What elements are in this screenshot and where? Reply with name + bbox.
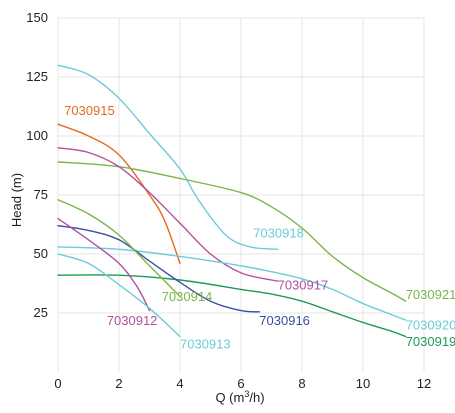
x-tick-label: 0 bbox=[54, 376, 61, 391]
series-label-7030913: 7030913 bbox=[180, 336, 231, 351]
series-label-7030915: 7030915 bbox=[64, 103, 115, 118]
x-tick-label: 4 bbox=[176, 376, 183, 391]
series-line-7030915 bbox=[57, 123, 181, 265]
series-label-7030921: 7030921 bbox=[406, 287, 455, 302]
y-tick-labels: 25 50 75 100 125 150 bbox=[26, 10, 48, 320]
series-line-7030918 bbox=[57, 64, 279, 250]
series-label-7030918: 7030918 bbox=[253, 225, 304, 240]
series-line-7030912 bbox=[57, 217, 151, 312]
series-label-7030920: 7030920 bbox=[406, 318, 455, 333]
y-tick-label: 25 bbox=[34, 305, 48, 320]
y-tick-label: 75 bbox=[34, 187, 48, 202]
x-axis-title: Q (m3/h) bbox=[215, 389, 264, 405]
x-tick-label: 8 bbox=[298, 376, 305, 391]
x-axis-title-main: Q (m bbox=[215, 390, 244, 405]
x-tick-label: 10 bbox=[356, 376, 370, 391]
x-tick-label: 6 bbox=[237, 376, 244, 391]
series-label-7030919: 7030919 bbox=[406, 334, 455, 349]
series-line-7030921 bbox=[57, 161, 407, 302]
x-axis-title-sup: 3 bbox=[244, 389, 249, 399]
grid bbox=[57, 17, 425, 372]
y-tick-label: 125 bbox=[26, 69, 48, 84]
series-line-7030919 bbox=[57, 274, 407, 338]
x-tick-label: 12 bbox=[417, 376, 431, 391]
y-axis-title: Head (m) bbox=[9, 173, 24, 227]
y-tick-label: 50 bbox=[34, 246, 48, 261]
series-label-7030912: 7030912 bbox=[107, 313, 158, 328]
series-label-7030914: 7030914 bbox=[162, 289, 213, 304]
series-label-7030916: 7030916 bbox=[259, 313, 310, 328]
y-tick-label: 100 bbox=[26, 128, 48, 143]
series-line-7030914 bbox=[57, 199, 181, 298]
series-line-7030920 bbox=[57, 246, 407, 321]
x-axis-title-tail: /h) bbox=[249, 390, 264, 405]
series-line-7030913 bbox=[57, 253, 181, 338]
y-tick-label: 150 bbox=[26, 10, 48, 25]
series-lines bbox=[57, 64, 407, 338]
x-tick-labels: 0 2 4 6 8 10 12 bbox=[54, 376, 431, 391]
series-label-7030917: 7030917 bbox=[278, 277, 329, 292]
series-labels: 7030915703091870309217030917703092070309… bbox=[64, 103, 455, 352]
series-line-7030916 bbox=[57, 225, 260, 313]
x-tick-label: 2 bbox=[115, 376, 122, 391]
series-line-7030917 bbox=[57, 147, 279, 282]
